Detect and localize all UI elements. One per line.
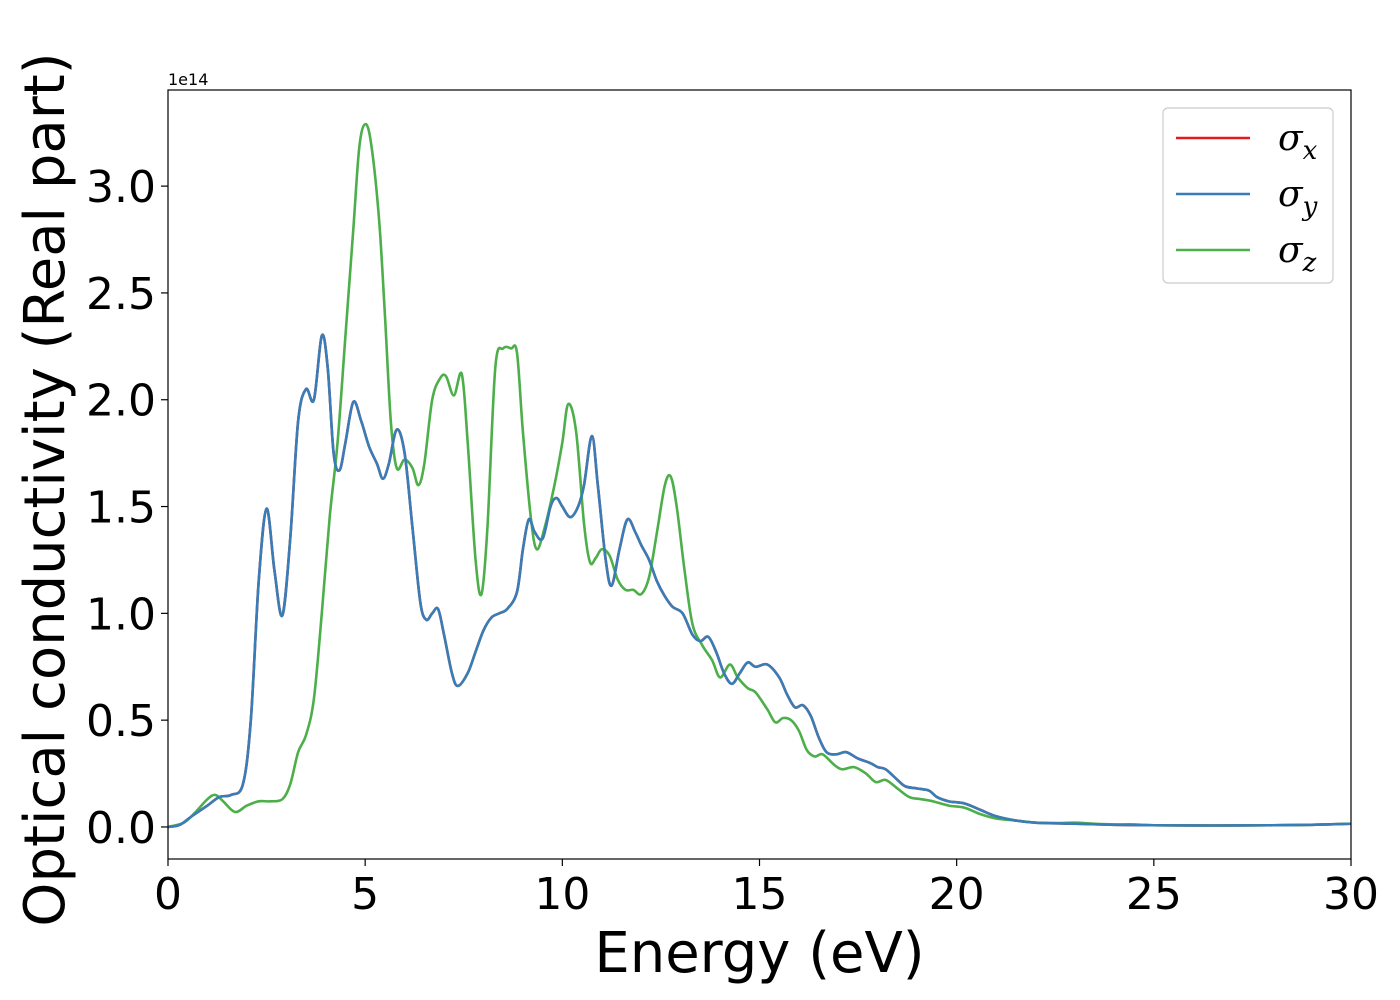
y-tick-label: 0.0 bbox=[86, 803, 156, 854]
legend-box bbox=[1162, 107, 1334, 284]
x-axis-title: Energy (eV) bbox=[594, 921, 924, 986]
legend-label-subscript: z bbox=[1302, 248, 1317, 278]
x-tick-label: 5 bbox=[351, 869, 379, 920]
x-tick-label: 20 bbox=[929, 869, 985, 920]
y-tick-label: 2.5 bbox=[86, 269, 156, 320]
legend-label-base: σ bbox=[1278, 174, 1304, 215]
y-tick-label: 3.0 bbox=[86, 162, 156, 213]
x-tick-label: 30 bbox=[1323, 869, 1379, 920]
series-line-sigma-y bbox=[168, 333, 1351, 829]
y-tick-label: 0.5 bbox=[86, 696, 156, 747]
legend-label-base: σ bbox=[1278, 230, 1304, 271]
legend-label-subscript: x bbox=[1303, 136, 1318, 166]
y-tick-label: 1.0 bbox=[86, 589, 156, 640]
y-tick-label: 1.5 bbox=[86, 483, 156, 534]
x-tick-label: 0 bbox=[154, 869, 182, 920]
legend-label-sigma-z: σz bbox=[1278, 230, 1317, 278]
y-axis: 0.0 0.5 1.0 1.5 2.0 2.5 3.0 bbox=[86, 162, 168, 854]
legend-label-base: σ bbox=[1278, 118, 1304, 159]
y-axis-title: Optical conductivity (Real part) bbox=[13, 52, 78, 926]
x-tick-label: 25 bbox=[1126, 869, 1182, 920]
x-tick-label: 10 bbox=[534, 869, 590, 920]
legend-label-sigma-y: σy bbox=[1278, 174, 1318, 222]
x-axis: 0 5 10 15 20 25 30 bbox=[154, 859, 1379, 920]
x-tick-label: 15 bbox=[732, 869, 788, 920]
y-tick-label: 2.0 bbox=[86, 376, 156, 427]
legend-label-subscript: y bbox=[1302, 192, 1318, 222]
series-line-sigma-z bbox=[168, 122, 1351, 829]
series-line-sigma-x bbox=[168, 333, 1351, 829]
legend-label-sigma-x: σx bbox=[1278, 118, 1318, 166]
series-layer bbox=[168, 122, 1351, 829]
y-axis-offset-label: 1e14 bbox=[168, 70, 208, 89]
